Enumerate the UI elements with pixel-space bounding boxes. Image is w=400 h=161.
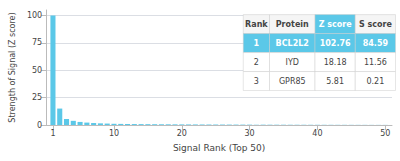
svg-text:50: 50 [380,129,390,138]
svg-text:Protein: Protein [276,20,309,29]
svg-text:BCL2L2: BCL2L2 [276,39,309,48]
svg-text:11.56: 11.56 [364,58,387,67]
svg-text:0: 0 [37,121,42,130]
svg-text:Signal Rank (Top 50): Signal Rank (Top 50) [173,143,265,153]
svg-text:84.59: 84.59 [363,39,389,48]
svg-text:50: 50 [32,66,42,75]
svg-text:GPR85: GPR85 [279,77,306,86]
svg-text:1: 1 [254,39,260,48]
svg-text:25: 25 [32,93,42,102]
svg-text:2: 2 [254,58,259,67]
svg-text:75: 75 [32,38,42,47]
svg-text:3: 3 [254,77,259,86]
svg-text:20: 20 [177,129,187,138]
svg-text:IYD: IYD [286,58,299,67]
svg-text:Rank: Rank [245,20,268,29]
svg-text:Z score: Z score [319,20,353,29]
svg-text:30: 30 [245,129,255,138]
svg-text:1: 1 [50,129,55,138]
svg-text:S score: S score [359,20,392,29]
svg-text:18.18: 18.18 [324,58,347,67]
svg-text:100: 100 [27,11,42,20]
svg-text:10: 10 [109,129,119,138]
svg-text:102.76: 102.76 [320,39,351,48]
svg-text:Strength of Signal (Z score): Strength of Signal (Z score) [8,12,17,122]
svg-text:0.21: 0.21 [366,77,384,86]
svg-text:5.81: 5.81 [326,77,344,86]
svg-text:40: 40 [312,129,322,138]
